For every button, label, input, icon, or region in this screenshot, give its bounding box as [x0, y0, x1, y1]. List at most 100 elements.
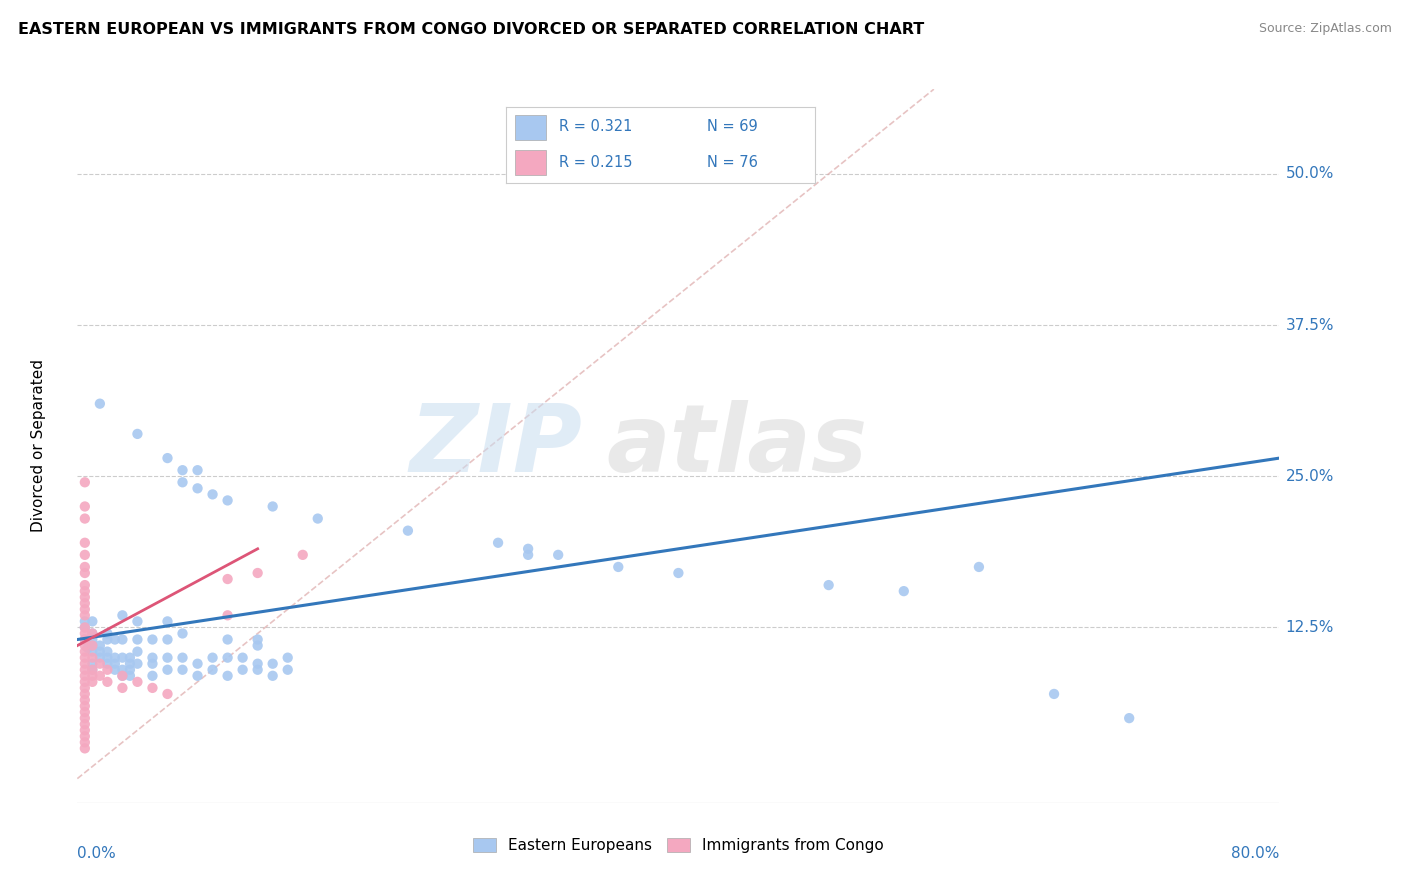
Point — [111, 663, 134, 677]
Point — [73, 620, 96, 634]
Point — [186, 657, 209, 671]
Point — [127, 632, 149, 647]
Point — [201, 663, 224, 677]
Point — [89, 397, 111, 411]
Point — [96, 626, 118, 640]
Point — [127, 426, 149, 441]
Point — [893, 584, 915, 599]
Point — [118, 669, 141, 683]
Point — [141, 657, 163, 671]
Point — [172, 650, 194, 665]
Point — [73, 681, 96, 695]
Point — [73, 741, 96, 756]
Point — [73, 723, 96, 738]
Legend: Eastern Europeans, Immigrants from Congo: Eastern Europeans, Immigrants from Congo — [467, 831, 890, 859]
Point — [73, 578, 96, 592]
Point — [96, 674, 118, 689]
Point — [547, 548, 569, 562]
Point — [186, 669, 209, 683]
Point — [668, 566, 690, 580]
Point — [172, 475, 194, 490]
Point — [82, 669, 104, 683]
Point — [96, 632, 118, 647]
Point — [73, 615, 96, 629]
Point — [73, 699, 96, 714]
Point — [486, 535, 509, 549]
Point — [817, 578, 839, 592]
Text: atlas: atlas — [606, 400, 868, 492]
Point — [127, 615, 149, 629]
Point — [96, 663, 118, 677]
Text: 80.0%: 80.0% — [1232, 846, 1279, 861]
Point — [82, 645, 104, 659]
Point — [82, 632, 104, 647]
Point — [118, 657, 141, 671]
Point — [186, 463, 209, 477]
Text: EASTERN EUROPEAN VS IMMIGRANTS FROM CONGO DIVORCED OR SEPARATED CORRELATION CHAR: EASTERN EUROPEAN VS IMMIGRANTS FROM CONG… — [18, 22, 925, 37]
Point — [156, 451, 179, 466]
Point — [172, 626, 194, 640]
Point — [307, 511, 329, 525]
Point — [217, 650, 239, 665]
Text: N = 76: N = 76 — [707, 155, 758, 169]
Text: 0.0%: 0.0% — [77, 846, 117, 861]
Point — [104, 657, 127, 671]
Point — [73, 674, 96, 689]
Text: 37.5%: 37.5% — [1285, 318, 1334, 333]
Point — [156, 650, 179, 665]
Text: 50.0%: 50.0% — [1285, 167, 1334, 181]
Point — [96, 657, 118, 671]
Point — [127, 657, 149, 671]
Point — [73, 693, 96, 707]
Text: R = 0.321: R = 0.321 — [558, 120, 633, 135]
Point — [73, 596, 96, 610]
Point — [1118, 711, 1140, 725]
Point — [246, 657, 269, 671]
Point — [73, 717, 96, 731]
Point — [73, 584, 96, 599]
Text: ZIP: ZIP — [409, 400, 582, 492]
Point — [73, 663, 96, 677]
Point — [104, 663, 127, 677]
Point — [82, 657, 104, 671]
Point — [89, 639, 111, 653]
Point — [89, 669, 111, 683]
Point — [89, 650, 111, 665]
Point — [156, 615, 179, 629]
Point — [291, 548, 314, 562]
Point — [156, 663, 179, 677]
Point — [156, 687, 179, 701]
Text: N = 69: N = 69 — [707, 120, 758, 135]
Point — [73, 626, 96, 640]
Point — [82, 663, 104, 677]
Point — [73, 687, 96, 701]
Point — [246, 632, 269, 647]
Point — [73, 608, 96, 623]
Point — [111, 650, 134, 665]
Point — [73, 705, 96, 719]
Point — [89, 645, 111, 659]
Point — [217, 572, 239, 586]
Point — [217, 669, 239, 683]
Point — [104, 632, 127, 647]
Point — [217, 632, 239, 647]
Point — [277, 663, 299, 677]
Point — [73, 669, 96, 683]
Point — [118, 663, 141, 677]
Point — [82, 639, 104, 653]
FancyBboxPatch shape — [516, 150, 547, 175]
Point — [156, 632, 179, 647]
Point — [246, 566, 269, 580]
Point — [141, 669, 163, 683]
Point — [262, 657, 284, 671]
Point — [73, 500, 96, 514]
Point — [201, 650, 224, 665]
Text: 25.0%: 25.0% — [1285, 468, 1334, 483]
Point — [118, 650, 141, 665]
Point — [73, 511, 96, 525]
Point — [73, 632, 96, 647]
Point — [73, 560, 96, 574]
Point — [246, 663, 269, 677]
Point — [141, 650, 163, 665]
Point — [967, 560, 990, 574]
